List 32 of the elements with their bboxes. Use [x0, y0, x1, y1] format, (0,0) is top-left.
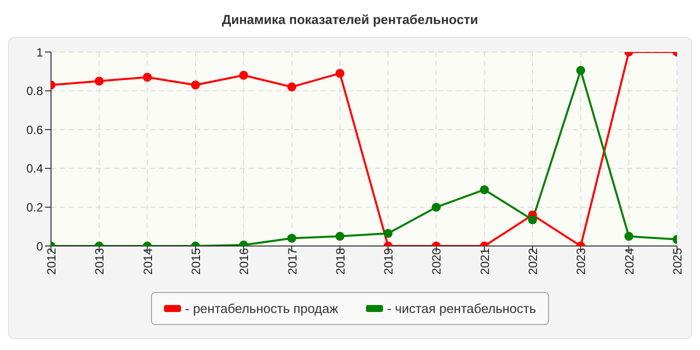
x-tick-label: 2024: [622, 248, 636, 275]
point: [576, 66, 586, 75]
y-tick-label: 0.8: [26, 84, 44, 98]
point: [190, 80, 200, 90]
x-tick-label: 2022: [526, 248, 540, 275]
point: [432, 202, 441, 212]
point: [142, 72, 152, 82]
y-tick-label: 0.2: [26, 200, 44, 214]
x-tick-label: 2013: [92, 248, 107, 275]
x-tick-label: 2016: [237, 248, 252, 275]
point: [287, 82, 296, 92]
x-tick-label: 2014: [140, 248, 155, 275]
point: [239, 70, 248, 80]
x-tick-label: 2021: [478, 248, 492, 275]
x-tick-label: 2017: [285, 248, 300, 275]
y-tick-label: 1: [36, 45, 44, 60]
y-tick-label: 0: [36, 239, 44, 254]
x-tick-label: 2019: [382, 248, 396, 275]
x-tick-label: 2020: [430, 248, 444, 275]
point: [94, 76, 104, 86]
x-tick-label: 2012: [44, 248, 59, 275]
y-tick-label: 0.6: [26, 122, 44, 137]
x-tick-label: 2023: [574, 248, 588, 275]
legend-label: - чистая рентабельность: [386, 301, 536, 316]
x-tick-label: 2015: [188, 248, 203, 275]
legend-label: - рентабельность продаж: [184, 301, 338, 316]
point: [480, 185, 489, 194]
point: [335, 68, 344, 78]
x-tick-label: 2018: [333, 248, 348, 275]
chart-title: Динамика показателей рентабельности: [220, 11, 480, 29]
y-tick-label: 0.4: [26, 162, 44, 176]
x-tick-label: 2025: [670, 248, 685, 275]
